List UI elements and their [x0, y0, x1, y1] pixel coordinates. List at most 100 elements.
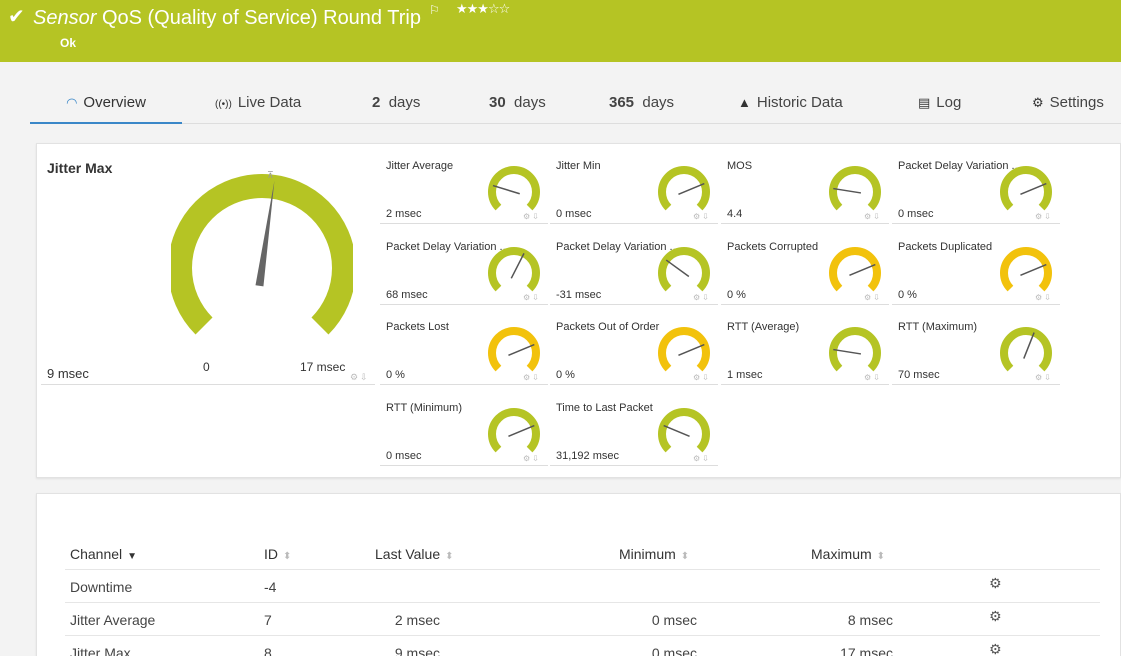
mini-gauge[interactable]: Packet Delay Variation ... 68 msec ⚙⇩	[380, 225, 548, 305]
tab-historic-data[interactable]: ▲ Historic Data	[738, 82, 843, 124]
gauge-needle	[1020, 182, 1047, 195]
gauge-arc	[1000, 247, 1052, 292]
divider	[380, 304, 548, 305]
gauge-needle	[678, 182, 705, 195]
sensor-name: QoS (Quality of Service) Round Trip	[101, 7, 421, 29]
col-header-label: ID	[264, 546, 278, 562]
mini-gauge[interactable]: Packets Out of Order 0 % ⚙⇩	[550, 305, 718, 385]
tab-label: Overview	[83, 94, 146, 111]
channels-table: Channel ▼ ID ⬍ Last Value ⬍ Minimum ⬍ Maximu…	[36, 493, 1121, 656]
gauge-value: 0 %	[727, 289, 746, 301]
gauge-tools-icon[interactable]: ⚙⇩	[523, 454, 541, 463]
cell-channel[interactable]: Jitter Average	[70, 612, 156, 628]
mini-gauge[interactable]: RTT (Maximum) 70 msec ⚙⇩	[892, 305, 1060, 385]
gauge-tools-icon[interactable]: ⚙⇩	[523, 373, 541, 382]
gauge-tools-icon[interactable]: ⚙⇩	[864, 373, 882, 382]
cell-minimum: 0 msec	[651, 645, 697, 656]
mini-gauge[interactable]: RTT (Average) 1 msec ⚙⇩	[721, 305, 889, 385]
sort-icon: ⬍	[876, 551, 886, 562]
priority-stars[interactable]: ★★★☆☆	[456, 1, 510, 16]
mini-gauge[interactable]: RTT (Minimum) 0 msec ⚙⇩	[380, 386, 548, 466]
channel-settings-icon[interactable]: ⚙	[989, 608, 1002, 624]
gauge-tools-icon[interactable]: ⚙⇩	[693, 212, 711, 221]
col-header-minimum[interactable]: Minimum ⬍	[619, 546, 689, 562]
gauge-value: 2 msec	[386, 208, 422, 220]
divider	[550, 223, 718, 224]
mini-gauge[interactable]: Time to Last Packet 31,192 msec ⚙⇩	[550, 386, 718, 466]
primary-gauge-value: 9 msec	[47, 366, 89, 381]
tab-label: Log	[936, 94, 962, 111]
gauge-dial	[829, 166, 881, 211]
tab-log[interactable]: ▤ Log	[918, 82, 961, 124]
mini-gauge[interactable]: Packets Lost 0 % ⚙⇩	[380, 305, 548, 385]
col-header-maximum[interactable]: Maximum ⬍	[811, 546, 885, 562]
tab-30-days[interactable]: 30 days	[489, 82, 546, 124]
tab-365-days[interactable]: 365 days	[609, 82, 674, 124]
gauge-tools-icon[interactable]: ⚙⇩	[693, 293, 711, 302]
primary-gauge[interactable]: ⊼	[171, 164, 353, 344]
tab-label: days	[388, 94, 421, 111]
gauge-arc	[1000, 327, 1052, 372]
divider	[721, 223, 889, 224]
tab-live-data[interactable]: ((•)) Live Data	[215, 82, 301, 124]
gauge-tools-icon[interactable]: ⚙⇩	[350, 372, 370, 382]
gauge-tools-icon[interactable]: ⚙⇩	[1035, 373, 1053, 382]
table-row[interactable]: Jitter Average 7 2 msec 0 msec 8 msec ⚙	[65, 602, 1100, 635]
gauge-tools-icon[interactable]: ⚙⇩	[693, 373, 711, 382]
gear-icon: ⚙	[1032, 95, 1044, 110]
col-header-channel[interactable]: Channel ▼	[70, 546, 137, 562]
gauge-tools-icon[interactable]: ⚙⇩	[523, 212, 541, 221]
gauge-arc	[658, 166, 710, 211]
gauge-needle	[849, 263, 876, 276]
gauge-arc	[829, 247, 881, 292]
col-header-last-value[interactable]: Last Value ⬍	[375, 546, 454, 562]
gauge-label: RTT (Minimum)	[386, 402, 462, 414]
gauge-tools-icon[interactable]: ⚙⇩	[1035, 293, 1053, 302]
gauge-needle	[1023, 332, 1035, 359]
tab-2-days[interactable]: 2 days	[372, 82, 420, 124]
gauge-tools-icon[interactable]: ⚙⇩	[523, 293, 541, 302]
channel-settings-icon[interactable]: ⚙	[989, 575, 1002, 591]
mini-gauge[interactable]: Packet Delay Variation ... -31 msec ⚙⇩	[550, 225, 718, 305]
tab-settings[interactable]: ⚙ Settings	[1032, 82, 1104, 124]
mini-gauge[interactable]: Packets Duplicated 0 % ⚙⇩	[892, 225, 1060, 305]
gauge-needle	[678, 343, 705, 356]
gauge-tools-icon[interactable]: ⚙⇩	[864, 293, 882, 302]
cell-id: 7	[264, 612, 272, 628]
divider	[892, 223, 1060, 224]
mini-gauge[interactable]: Packets Corrupted 0 % ⚙⇩	[721, 225, 889, 305]
gauge-icon: ◠	[66, 95, 78, 110]
col-header-label: Maximum	[811, 546, 872, 562]
gauge-tools-icon[interactable]: ⚙⇩	[864, 212, 882, 221]
cell-channel[interactable]: Jitter Max	[70, 645, 131, 656]
gauge-needle	[665, 259, 690, 278]
mini-gauge[interactable]: Jitter Average 2 msec ⚙⇩	[380, 144, 548, 224]
gauge-tools-icon[interactable]: ⚙⇩	[1035, 212, 1053, 221]
channel-settings-icon[interactable]: ⚙	[989, 641, 1002, 656]
col-header-label: Minimum	[619, 546, 676, 562]
gauge-label: Packets Lost	[386, 321, 449, 333]
cell-channel[interactable]: Downtime	[70, 579, 133, 595]
tab-overview[interactable]: ◠ Overview	[30, 82, 182, 124]
gauge-dial	[658, 408, 710, 453]
gauge-arc	[171, 174, 353, 335]
gauge-dial	[829, 327, 881, 372]
gauge-dial	[1000, 166, 1052, 211]
mini-gauge[interactable]: MOS 4.4 ⚙⇩	[721, 144, 889, 224]
divider	[892, 384, 1060, 385]
flag-icon[interactable]: ⚐	[429, 3, 440, 17]
mini-gauge[interactable]: Jitter Min 0 msec ⚙⇩	[550, 144, 718, 224]
mini-gauge[interactable]: Packet Delay Variation ... 0 msec ⚙⇩	[892, 144, 1060, 224]
gauge-label: Time to Last Packet	[556, 402, 653, 414]
table-row[interactable]: Downtime -4 ⚙	[65, 569, 1100, 602]
gauge-dial	[658, 327, 710, 372]
gauge-tools-icon[interactable]: ⚙⇩	[693, 454, 711, 463]
gauge-arc	[488, 408, 540, 453]
tab-label: Settings	[1049, 94, 1104, 111]
tab-number: 2	[372, 94, 381, 111]
gauge-label: Packets Duplicated	[898, 241, 993, 253]
tab-label: days	[514, 94, 546, 111]
gauge-needle	[510, 253, 525, 279]
table-row[interactable]: Jitter Max 8 9 msec 0 msec 17 msec ⚙	[65, 635, 1100, 656]
col-header-id[interactable]: ID ⬍	[264, 546, 291, 562]
